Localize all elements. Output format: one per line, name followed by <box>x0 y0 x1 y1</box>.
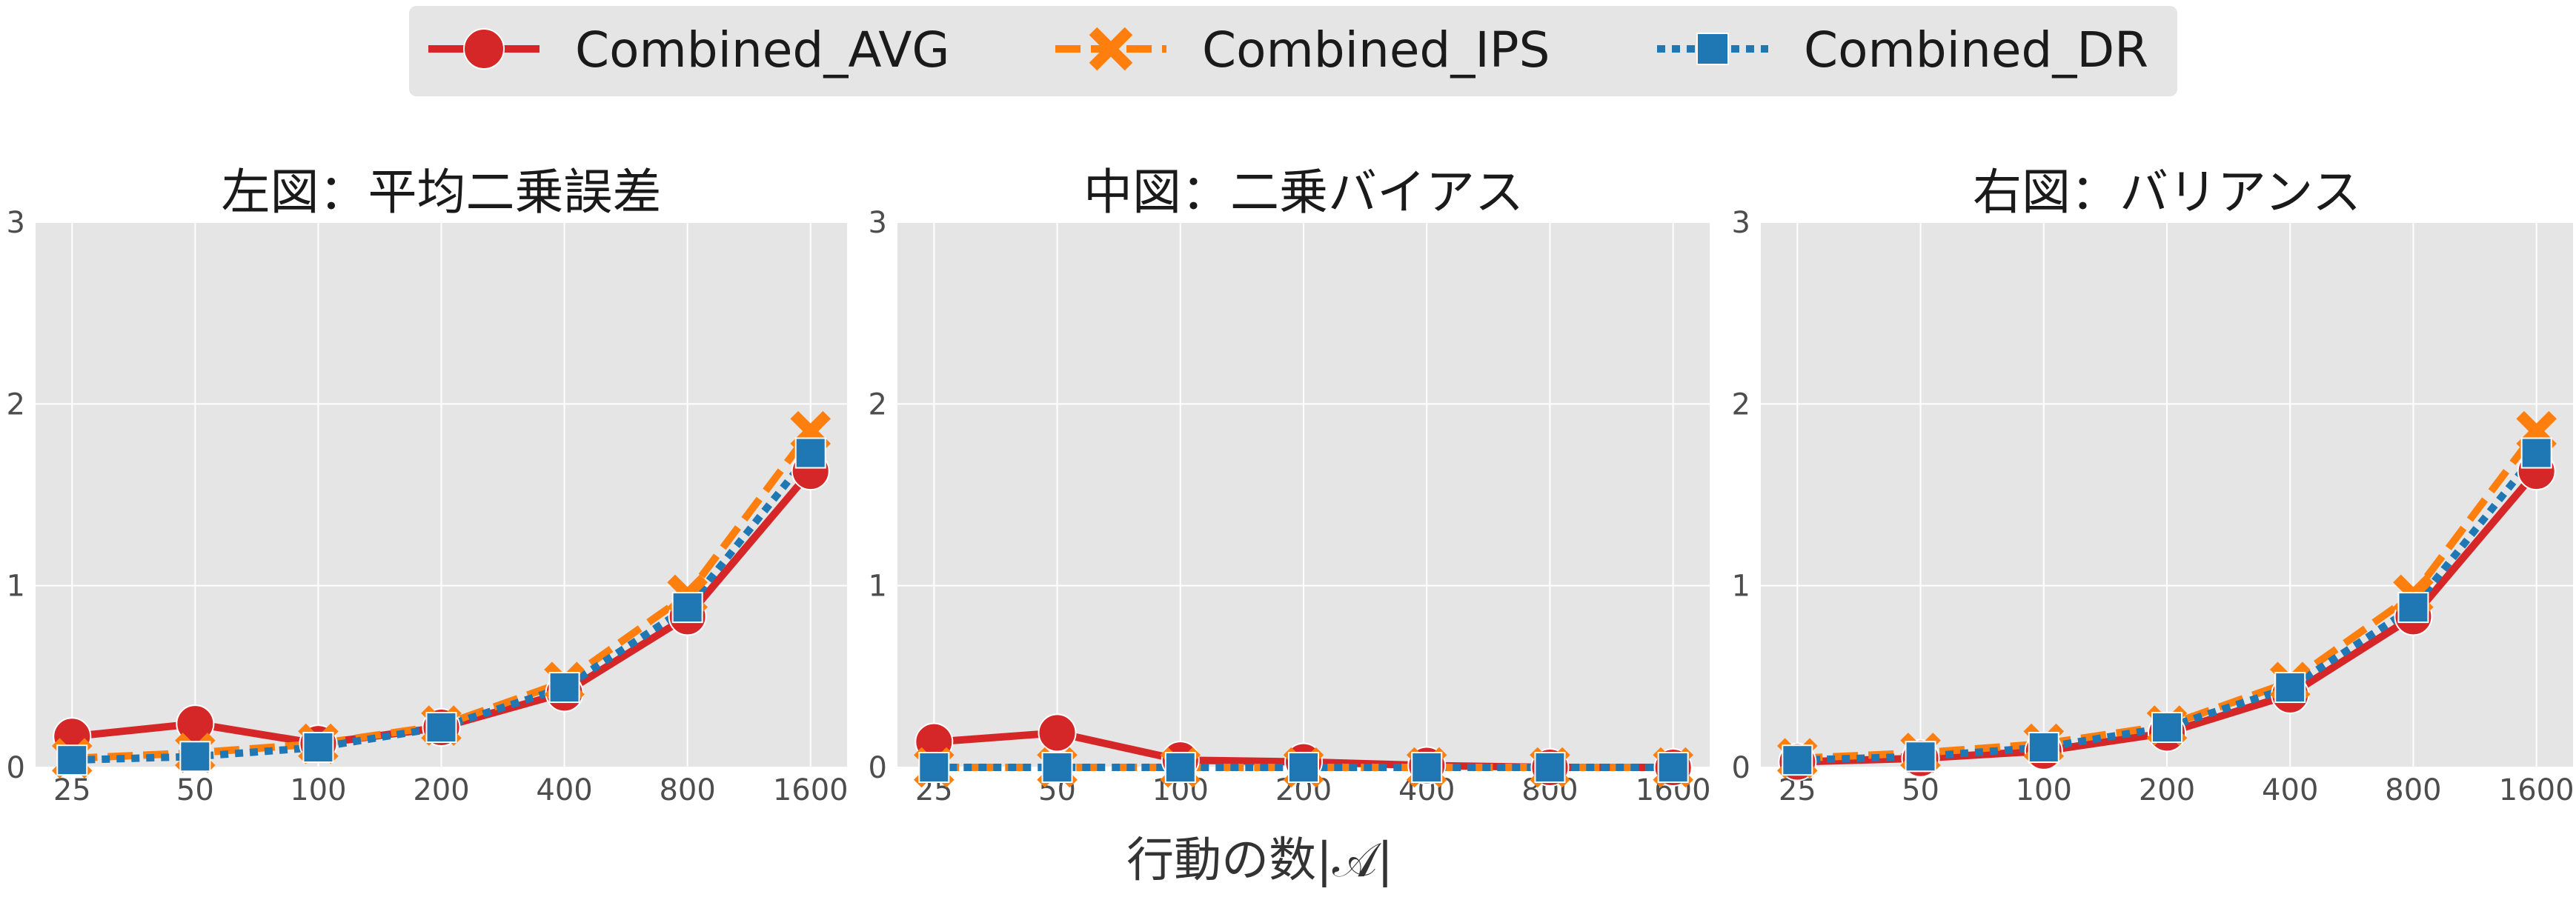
data-point <box>1288 752 1319 783</box>
data-point <box>2520 437 2552 469</box>
x-tick-label: 100 <box>2016 773 2072 807</box>
x-tick-label: 25 <box>53 773 91 807</box>
x-tick-label: 400 <box>536 773 592 807</box>
y-tick-label: 1 <box>1732 570 1750 604</box>
y-tick-label: 0 <box>869 751 887 785</box>
data-point <box>1411 752 1443 783</box>
panel-title: 中図：二乗バイアス <box>1083 164 1524 221</box>
y-tick-label: 1 <box>7 570 25 604</box>
chart-panel: 25 50 100 200 400 800 1600 0 1 2 3 左図：平均二乗誤差 <box>7 164 849 807</box>
x-tick-label: 200 <box>413 773 469 807</box>
data-point <box>918 752 950 783</box>
data-point <box>1038 713 1077 753</box>
data-point <box>2397 592 2429 624</box>
x-tick-label: 800 <box>2385 773 2441 807</box>
data-point <box>2274 672 2306 704</box>
y-tick-label: 2 <box>869 387 887 421</box>
legend-label: Combined_IPS <box>1202 21 1550 79</box>
data-point <box>671 592 703 624</box>
data-point <box>1782 744 1813 776</box>
x-tick-label: 1600 <box>2499 773 2575 807</box>
y-tick-label: 2 <box>7 387 25 421</box>
legend-box <box>409 6 2177 96</box>
x-tick-label: 200 <box>2139 773 2195 807</box>
data-point <box>2028 732 2059 764</box>
legend-marker <box>1089 27 1133 71</box>
legend-label: Combined_AVG <box>575 21 950 79</box>
data-point <box>1041 752 1073 783</box>
data-point <box>2151 712 2182 744</box>
legend-marker <box>463 28 505 70</box>
y-tick-label: 0 <box>1732 751 1750 785</box>
x-tick-label: 100 <box>290 773 346 807</box>
x-tick-label: 50 <box>176 773 214 807</box>
data-point <box>548 672 580 704</box>
legend-item: Combined_IPS <box>1055 21 1550 79</box>
x-tick-label: 1600 <box>773 773 849 807</box>
y-tick-label: 3 <box>7 206 25 240</box>
legend-item: Combined_AVG <box>428 21 950 79</box>
legend: Combined_AVG Combined_IPS Combined_DR <box>409 6 2177 96</box>
y-tick-label: 0 <box>7 751 25 785</box>
data-point <box>1534 752 1566 783</box>
legend-item: Combined_DR <box>1657 21 2148 79</box>
panel-title: 右図：バリアンス <box>1973 164 2361 221</box>
data-point <box>56 744 88 776</box>
x-tick-label: 50 <box>1902 773 1939 807</box>
data-point <box>1905 741 1936 773</box>
legend-label: Combined_DR <box>1804 21 2148 79</box>
y-tick-label: 3 <box>869 206 887 240</box>
data-point <box>794 437 826 469</box>
data-point <box>1164 752 1196 783</box>
legend-marker <box>1696 33 1729 65</box>
y-tick-label: 3 <box>1732 206 1750 240</box>
x-tick-label: 800 <box>659 773 715 807</box>
y-tick-label: 1 <box>869 570 887 604</box>
x-axis-label: 行動の数|𝒜| <box>1126 833 1393 888</box>
data-point <box>179 741 211 773</box>
data-point <box>425 712 457 744</box>
x-tick-label: 400 <box>2262 773 2318 807</box>
data-point <box>1657 752 1689 783</box>
y-tick-label: 2 <box>1732 387 1750 421</box>
panel-title: 左図：平均二乗誤差 <box>222 164 662 221</box>
data-point <box>302 732 334 764</box>
